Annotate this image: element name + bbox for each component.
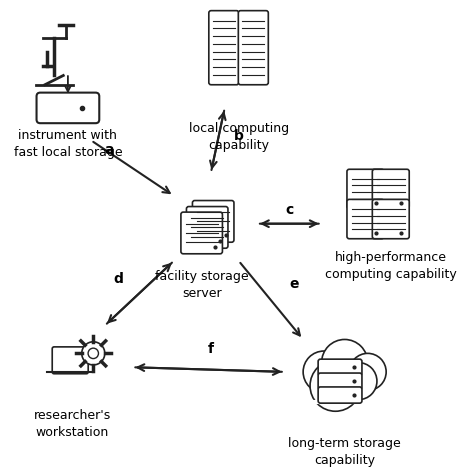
- Circle shape: [340, 363, 377, 400]
- FancyBboxPatch shape: [192, 201, 234, 242]
- Text: f: f: [208, 342, 214, 356]
- FancyBboxPatch shape: [36, 92, 99, 123]
- FancyBboxPatch shape: [186, 207, 228, 248]
- Circle shape: [82, 342, 105, 365]
- FancyBboxPatch shape: [318, 387, 362, 403]
- FancyBboxPatch shape: [52, 347, 88, 374]
- Text: b: b: [234, 129, 244, 143]
- FancyBboxPatch shape: [347, 200, 384, 239]
- Circle shape: [88, 348, 99, 358]
- Text: e: e: [289, 277, 299, 291]
- Text: local computing
capability: local computing capability: [189, 122, 289, 152]
- Circle shape: [321, 339, 368, 386]
- FancyBboxPatch shape: [209, 10, 239, 85]
- FancyBboxPatch shape: [372, 169, 409, 209]
- Text: c: c: [285, 203, 293, 217]
- Text: instrument with
fast local storage: instrument with fast local storage: [14, 129, 122, 159]
- Circle shape: [310, 360, 361, 411]
- Text: high-performance
computing capability: high-performance computing capability: [325, 252, 456, 282]
- Text: researcher's
workstation: researcher's workstation: [34, 409, 111, 439]
- FancyBboxPatch shape: [372, 200, 409, 239]
- FancyBboxPatch shape: [347, 169, 384, 209]
- FancyBboxPatch shape: [181, 212, 222, 254]
- FancyBboxPatch shape: [318, 359, 362, 375]
- Text: long-term storage
capability: long-term storage capability: [288, 437, 401, 467]
- Text: a: a: [105, 143, 114, 156]
- Circle shape: [349, 353, 386, 391]
- FancyBboxPatch shape: [318, 373, 362, 389]
- FancyBboxPatch shape: [238, 10, 268, 85]
- Circle shape: [303, 351, 345, 393]
- Text: facility storage
server: facility storage server: [155, 270, 248, 300]
- Text: d: d: [114, 272, 124, 286]
